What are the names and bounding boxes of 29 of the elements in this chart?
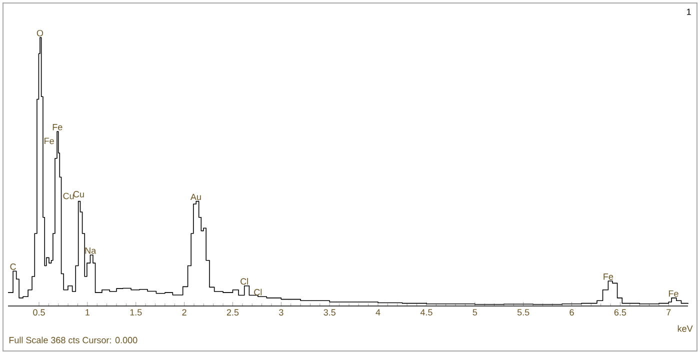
annotation: C [10, 264, 16, 270]
annotation: Fe [668, 290, 678, 297]
text: Full Scale 368 cts Cursor: 0.000 [9, 336, 138, 344]
x-tick-label: 1.5 [130, 309, 142, 316]
x-tick-label: 2 [182, 309, 186, 316]
annotation: O [36, 30, 44, 36]
annotation: Cl [254, 288, 262, 296]
x-tick-label: 6 [570, 309, 574, 316]
x-tick-label: 6.5 [614, 309, 626, 316]
x-tick-label: 5.5 [517, 309, 530, 316]
x-tick-label: 3.5 [324, 309, 336, 316]
x-tick-label: 3 [279, 309, 284, 316]
x-tick-label: 2.5 [226, 309, 239, 316]
text: 1 [686, 8, 691, 15]
annotation: Cl [240, 278, 248, 285]
annotation: Cu [73, 191, 84, 198]
annotation: Au [190, 194, 201, 200]
annotation: Fe [44, 138, 54, 144]
x-tick-label: 4 [376, 309, 380, 316]
annotation: Fe [604, 274, 614, 280]
x-tick-label: 0.5 [33, 309, 45, 316]
x-tick-label: 5 [472, 309, 478, 316]
annotation: Fe [52, 124, 62, 130]
x-axis-title: keV [678, 325, 693, 332]
annotation: Na [85, 248, 96, 254]
x-tick-label: 1 [86, 309, 90, 316]
annotation: Cu [63, 192, 74, 200]
x-tick-label: 7 [666, 309, 671, 316]
x-tick-label: 4.5 [420, 309, 432, 316]
